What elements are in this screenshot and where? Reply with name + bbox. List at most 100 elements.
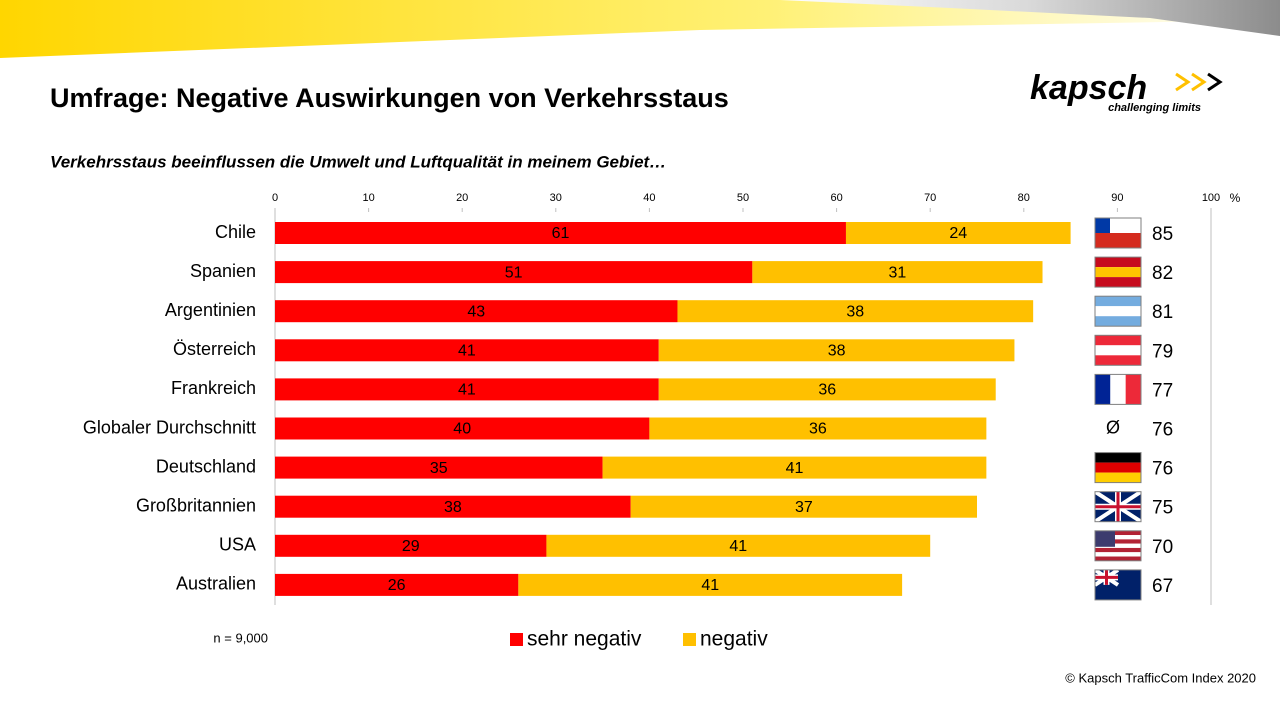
flag-stripe: [1095, 355, 1141, 366]
value-label: 26: [388, 577, 406, 594]
total-label: 75: [1152, 498, 1173, 519]
x-tick-label: 10: [362, 192, 374, 204]
total-label: 79: [1152, 341, 1173, 362]
flag-stripe: [1095, 472, 1141, 483]
total-label: 81: [1152, 302, 1173, 323]
x-tick-label: 90: [1111, 192, 1123, 204]
flag-stripe: [1095, 452, 1141, 463]
flag-stripe: [1095, 556, 1141, 561]
flag-stripe: [1095, 257, 1141, 268]
flag-border: [1094, 452, 1142, 484]
value-label: 35: [430, 460, 448, 477]
x-tick-label: 80: [1018, 192, 1030, 204]
flag-stripe: [1095, 277, 1141, 288]
flag-cross: [1095, 491, 1141, 522]
value-label: 41: [729, 538, 747, 555]
value-label: 61: [552, 225, 570, 242]
flag-stripe: [1095, 552, 1141, 557]
footer: © Kapsch TrafficCom Index 2020: [1065, 670, 1256, 685]
flag-canton: [1095, 530, 1115, 547]
total-label: 85: [1152, 224, 1173, 245]
bar-segment: [275, 222, 846, 244]
bar-segment: [546, 534, 931, 557]
flag-stripe: [1095, 547, 1141, 553]
flag-border: [1094, 530, 1142, 562]
total-label: 77: [1152, 380, 1173, 401]
x-tick-label: 100: [1202, 192, 1220, 204]
bar-segment: [275, 495, 631, 518]
bar-segment: [752, 261, 1043, 284]
logo-arrows: [1175, 72, 1207, 92]
legend-label: negativ: [700, 628, 768, 651]
flag-border: [1094, 491, 1142, 523]
y-tick-label: Frankreich: [171, 378, 256, 398]
header-swoosh-grey: [780, 0, 1280, 36]
flag-border: [1094, 569, 1142, 601]
y-tick-label: Globaler Durchschnitt: [83, 417, 256, 437]
flag-stripe: [1110, 374, 1126, 405]
bar-segment: [630, 495, 977, 518]
bar-segment: [275, 300, 678, 323]
y-tick-label: Österreich: [173, 339, 256, 359]
bar-segment: [649, 417, 987, 440]
value-label: 38: [444, 499, 462, 516]
total-label: 70: [1152, 537, 1173, 558]
flag-stripe: [1095, 374, 1111, 405]
bar-segment: [275, 339, 659, 362]
flag-border: [1094, 334, 1142, 366]
flag-stripe: [1095, 335, 1141, 346]
y-tick-label: Großbritannien: [136, 495, 256, 515]
flag-stripe: [1125, 374, 1141, 405]
bar-segment: [275, 573, 519, 596]
header-swoosh: [0, 0, 1280, 58]
y-tick-label: USA: [219, 535, 256, 555]
sample-note: n = 9,000: [213, 630, 268, 645]
flag-stripe: [1095, 535, 1141, 540]
value-label: 43: [467, 303, 485, 320]
flag-stripe: [1095, 267, 1141, 278]
value-label: 37: [795, 499, 813, 516]
flag-stripe: [1095, 543, 1141, 548]
flag-stripe: [1095, 539, 1141, 544]
value-label: 36: [809, 421, 827, 438]
value-label: 51: [505, 264, 523, 281]
bar-segment: [845, 222, 1071, 244]
total-label: 82: [1152, 263, 1173, 284]
y-tick-label: Spanien: [190, 261, 256, 281]
bar-segment: [275, 261, 753, 284]
legend-swatch: [683, 633, 696, 646]
bar-segment: [275, 534, 547, 557]
bar-segment: [275, 378, 659, 401]
total-label: 76: [1152, 420, 1173, 441]
x-tick-label: 60: [830, 192, 842, 204]
bar-segment: [602, 456, 987, 479]
flag-border: [1094, 217, 1142, 249]
y-tick-label: Australien: [176, 574, 256, 594]
chart-title: Umfrage: Negative Auswirkungen von Verke…: [50, 83, 729, 113]
flag-canton: [1095, 218, 1110, 233]
value-label: 31: [889, 264, 907, 281]
flag-border: [1094, 373, 1142, 405]
chart-subtitle: Verkehrsstaus beeinflussen die Umwelt un…: [50, 152, 666, 171]
bar-segment: [275, 417, 650, 440]
x-axis-unit: %: [1230, 191, 1241, 205]
total-label: 76: [1152, 459, 1173, 480]
value-label: 41: [701, 577, 719, 594]
logo-name: kapsch: [1030, 69, 1147, 107]
bar-segment: [275, 456, 603, 479]
bar-segment: [677, 300, 1034, 323]
flag-stripe: [1095, 316, 1141, 327]
value-label: 41: [458, 382, 476, 399]
x-tick-label: 20: [456, 192, 468, 204]
flag-stripe: [1095, 306, 1141, 317]
flag-stripe: [1095, 233, 1141, 248]
flag-cross: [1095, 569, 1118, 585]
bar-segment: [658, 339, 1015, 362]
x-tick-label: 0: [272, 192, 278, 204]
bar-segment: [658, 378, 996, 401]
legend-label: sehr negativ: [527, 628, 642, 651]
x-tick-label: 40: [643, 192, 655, 204]
x-tick-label: 50: [737, 192, 749, 204]
flag-border: [1094, 256, 1142, 288]
